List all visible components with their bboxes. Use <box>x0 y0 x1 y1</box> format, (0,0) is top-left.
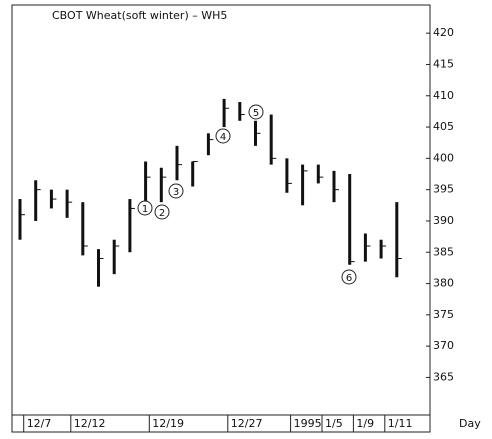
y-tick-label: 390 <box>433 214 454 227</box>
x-tick-label: 1/5 <box>325 417 343 430</box>
x-tick-label: 12/12 <box>74 417 106 430</box>
x-axis-label: Day <box>459 417 481 430</box>
x-tick-label: 12/7 <box>27 417 52 430</box>
x-tick-label: 1995 <box>294 417 322 430</box>
annotation-circle <box>154 204 170 220</box>
annotation-circle <box>168 183 184 199</box>
plot-frame <box>11 4 431 433</box>
y-tick-label: 370 <box>433 339 454 352</box>
annotation: 6 <box>346 273 352 284</box>
y-tick-label: 400 <box>433 151 454 164</box>
y-tick-label: 415 <box>433 57 454 70</box>
y-tick-label: 410 <box>433 89 454 102</box>
y-tick-label: 395 <box>433 183 454 196</box>
annotation-circle <box>215 128 231 144</box>
y-tick-label: 420 <box>433 26 454 39</box>
y-tick-label: 385 <box>433 245 454 258</box>
y-tick-label: 365 <box>433 370 454 383</box>
chart-title: CBOT Wheat(soft winter) – WH5 <box>52 9 227 22</box>
annotation: 2 <box>159 208 165 219</box>
annotation-circle <box>248 104 264 120</box>
x-tick-label: 12/27 <box>231 417 263 430</box>
x-tick-label: 1/11 <box>388 417 413 430</box>
annotation-circle <box>137 200 153 216</box>
annotation: 4 <box>220 132 226 143</box>
x-tick-label: 12/19 <box>152 417 184 430</box>
annotation: 1 <box>142 204 148 215</box>
x-tick-label: 1/9 <box>356 417 374 430</box>
annotation: 3 <box>173 187 179 198</box>
y-tick-label: 375 <box>433 308 454 321</box>
y-tick-label: 405 <box>433 120 454 133</box>
y-tick-label: 380 <box>433 277 454 290</box>
annotation-circle <box>341 269 357 285</box>
annotation: 5 <box>253 108 259 119</box>
